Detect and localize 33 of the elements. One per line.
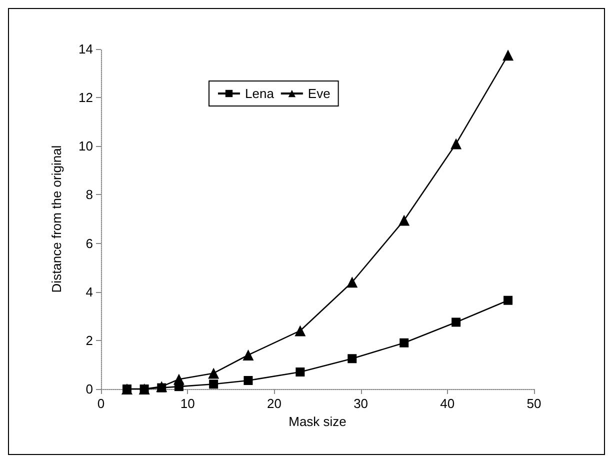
point: [244, 376, 253, 385]
x-tick-label: 40: [440, 396, 455, 411]
y-tick-label: 8: [86, 187, 93, 202]
point: [398, 214, 410, 226]
x-tick-label: 30: [354, 396, 368, 411]
legend-label: Lena: [245, 86, 275, 101]
x-tick-label: 10: [180, 396, 195, 411]
y-tick-label: 10: [78, 138, 93, 154]
y-tick-label: 4: [86, 284, 93, 300]
point: [348, 354, 357, 364]
point: [173, 374, 184, 385]
point: [502, 50, 514, 61]
x-tick-label: 20: [266, 396, 282, 411]
x-tick-label: 0: [97, 396, 105, 411]
point: [452, 318, 461, 327]
x-axis-title: Mask size: [288, 414, 346, 429]
y-tick-label: 14: [78, 42, 93, 56]
point: [294, 325, 306, 336]
x-tick-label: 50: [526, 396, 542, 411]
y-tick-label: 12: [78, 90, 93, 106]
point: [209, 380, 218, 389]
point: [504, 296, 513, 305]
y-tick-label: 6: [86, 236, 93, 251]
point: [450, 138, 462, 150]
point: [346, 276, 358, 288]
point: [296, 368, 305, 376]
point: [208, 368, 220, 379]
y-tick-label: 2: [86, 332, 93, 348]
point: [400, 338, 409, 348]
y-tick-label: 0: [86, 382, 93, 396]
legend-label: Eve: [308, 86, 330, 101]
point: [242, 350, 254, 360]
y-axis-title: Distance from the original: [49, 145, 64, 293]
